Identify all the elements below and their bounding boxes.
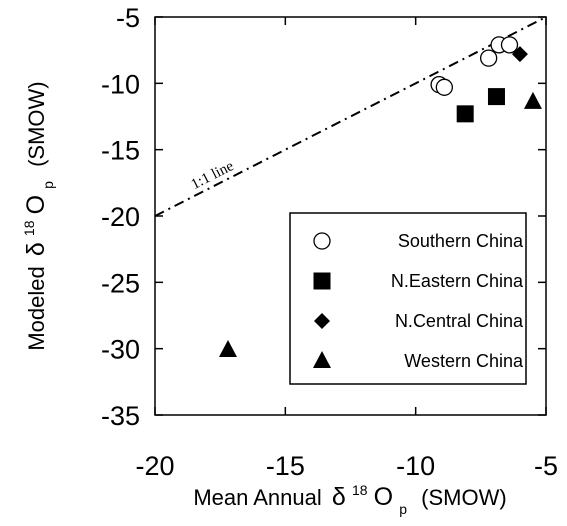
y-axis-title-main: Modeled	[24, 266, 49, 350]
point-southern-china	[480, 49, 498, 67]
y-axis-element: O	[22, 195, 50, 214]
one-to-one-line-label: 1:1 line	[189, 158, 237, 193]
y-axis-delta-symbol: δ	[22, 242, 50, 256]
y-axis-unit: (SMOW)	[24, 81, 49, 167]
point-n-eastern-china	[313, 272, 331, 290]
point-southern-china	[313, 232, 331, 250]
legend-label: Southern China	[398, 231, 524, 251]
y-tick-label: -10	[101, 69, 140, 99]
point-western-china	[523, 91, 542, 109]
point-western-china	[313, 351, 331, 368]
y-tick-label: -35	[101, 401, 140, 431]
x-axis-title: Mean Annual δ 18 O p (SMOW)	[193, 475, 506, 519]
x-tick-label: -10	[396, 451, 435, 481]
y-tick-label: -20	[101, 202, 140, 232]
x-axis-superscript: 18	[352, 482, 368, 498]
x-tick-label: -15	[266, 451, 305, 481]
point-n-central-china	[314, 313, 330, 329]
one-to-one-line	[154, 16, 547, 217]
legend-label: Western China	[404, 351, 524, 371]
x-axis-subscript: p	[399, 501, 407, 517]
y-axis-title: Modeled δ 18 O p (SMOW)	[14, 81, 58, 350]
x-tick-label: -5	[534, 451, 558, 481]
point-n-eastern-china	[487, 88, 505, 106]
point-southern-china	[435, 78, 453, 96]
point-n-central-china	[511, 46, 528, 63]
legend-label: N.Central China	[395, 311, 524, 331]
legend-label: N.Eastern China	[391, 271, 524, 291]
legend-entry: Southern China	[313, 231, 524, 251]
legend: Southern China N.Eastern China N.Central C…	[313, 231, 524, 371]
y-axis-ticks: -5 -10 -15 -20 -25 -30 -35	[101, 3, 546, 431]
legend-entry: Western China	[313, 351, 524, 371]
x-axis-ticks: -20 -15 -10 -5	[135, 17, 558, 481]
x-axis-unit: (SMOW)	[421, 485, 507, 510]
x-axis-title-main: Mean Annual	[193, 485, 321, 510]
legend-entry: N.Eastern China	[313, 271, 524, 291]
y-axis-superscript: 18	[21, 220, 37, 236]
x-axis-element: O	[374, 483, 393, 511]
y-axis-subscript: p	[40, 181, 56, 189]
data-points	[218, 36, 542, 357]
y-tick-label: -5	[116, 3, 140, 33]
y-tick-label: -25	[101, 268, 140, 298]
y-tick-label: -15	[101, 136, 140, 166]
x-tick-label: -20	[135, 451, 174, 481]
point-n-eastern-china	[456, 105, 474, 123]
y-tick-label: -30	[101, 335, 140, 365]
x-axis-delta-symbol: δ	[332, 483, 346, 511]
legend-entry: N.Central China	[314, 311, 524, 331]
point-southern-china	[500, 36, 519, 54]
point-western-china	[218, 339, 237, 357]
